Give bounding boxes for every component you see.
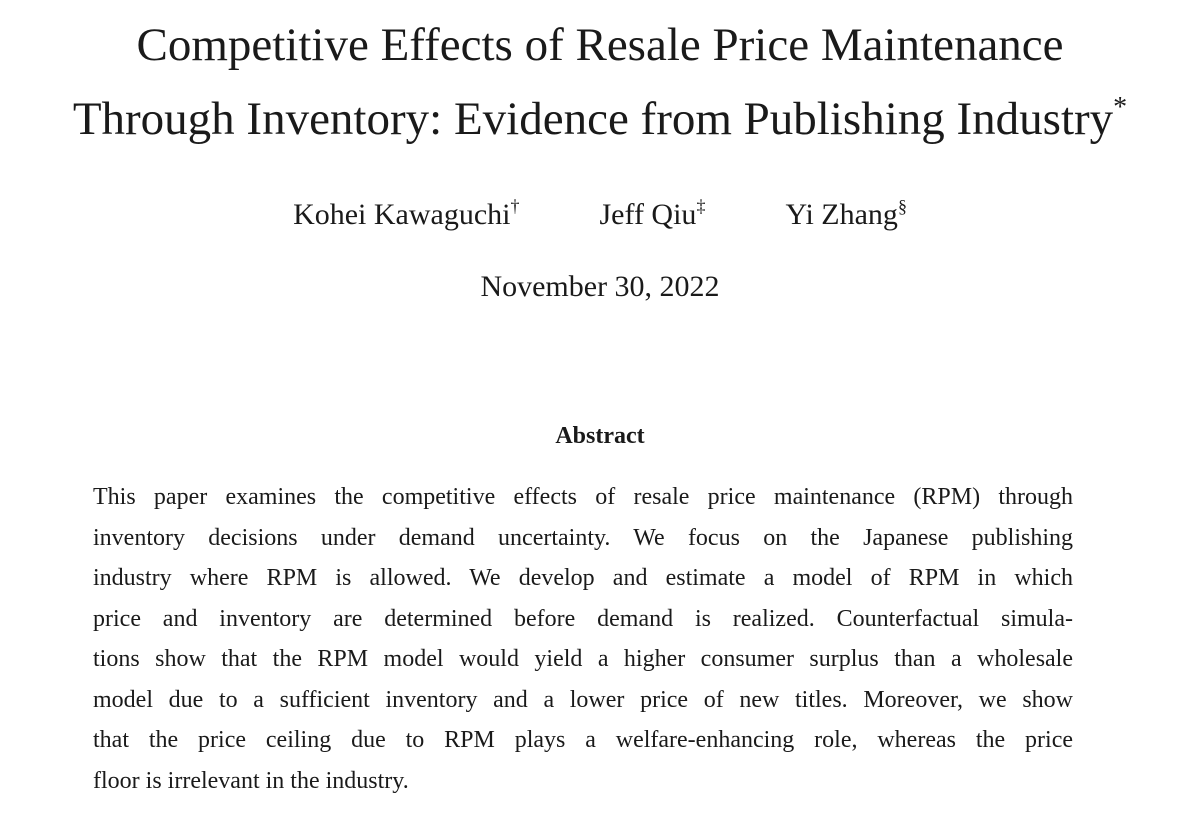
author-name: Yi Zhang xyxy=(785,198,898,231)
footnote-mark: * xyxy=(1113,92,1128,123)
abstract-line: price and inventory are determined befor… xyxy=(93,605,1073,632)
abstract-line: This paper examines the competitive effe… xyxy=(93,484,1073,510)
author-name: Jeff Qiu xyxy=(599,198,697,231)
author-name: Kohei Kawaguchi xyxy=(293,198,511,231)
title-text: Through Inventory: Evidence from Publish… xyxy=(72,93,1114,145)
abstract-heading: Abstract xyxy=(555,423,645,449)
abstract-line: model due to a sufficient inventory and … xyxy=(93,686,1073,713)
title-text: Competitive Effects of Resale Price Main… xyxy=(136,19,1064,71)
abstract-line: floor is irrelevant in the industry. xyxy=(93,767,409,794)
date: November 30, 2022 xyxy=(480,270,720,303)
abstract-line: inventory decisions under demand uncerta… xyxy=(93,524,1073,551)
footnote-mark: ‡ xyxy=(696,196,706,216)
author: Jeff Qiu‡ xyxy=(599,196,706,232)
title-line: Through Inventory: Evidence from Publish… xyxy=(0,93,1200,145)
title-line: Competitive Effects of Resale Price Main… xyxy=(0,22,1200,69)
abstract-line: industry where RPM is allowed. We develo… xyxy=(93,565,1073,591)
authors: Kohei Kawaguchi† Jeff Qiu‡ Yi Zhang§ xyxy=(0,196,1200,232)
footnote-mark: § xyxy=(897,196,907,216)
abstract-line: tions show that the RPM model would yiel… xyxy=(93,646,1073,672)
footnote-mark: † xyxy=(510,196,520,216)
author: Yi Zhang§ xyxy=(785,196,907,232)
abstract-line: that the price ceiling due to RPM plays … xyxy=(93,727,1073,753)
abstract-body: This paper examines the competitive effe… xyxy=(93,480,1073,804)
author: Kohei Kawaguchi† xyxy=(293,196,520,232)
